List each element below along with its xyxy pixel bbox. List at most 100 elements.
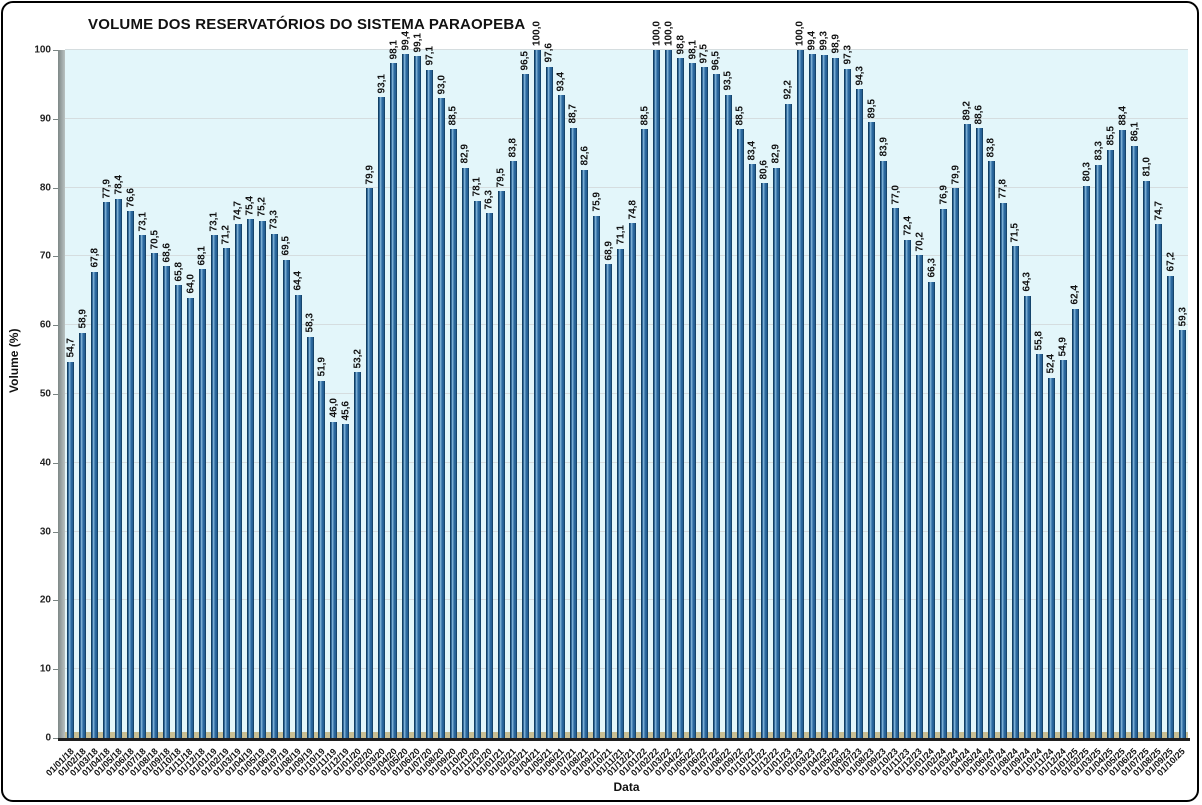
bar-slot: 86,1 bbox=[1129, 50, 1141, 738]
y-axis-wall bbox=[58, 50, 65, 741]
bar-slot: 88,5 bbox=[448, 50, 460, 738]
bar-value-label: 65,8 bbox=[173, 261, 185, 282]
bar-slot: 78,1 bbox=[471, 50, 483, 738]
bar-slot: 88,5 bbox=[639, 50, 651, 738]
bar-value-label: 100,0 bbox=[651, 20, 663, 46]
bar bbox=[115, 198, 123, 738]
gridline bbox=[65, 49, 1188, 50]
bar bbox=[760, 183, 768, 738]
y-tick-mark bbox=[53, 50, 58, 51]
bar bbox=[593, 215, 601, 738]
bar-slot: 78,4 bbox=[113, 50, 125, 738]
bar bbox=[796, 50, 804, 738]
bar-slot: 83,8 bbox=[985, 50, 997, 738]
bar-slot: 77,0 bbox=[890, 50, 902, 738]
bar-slot: 70,5 bbox=[149, 50, 161, 738]
bar-slot: 100,0 bbox=[651, 21, 663, 738]
y-tick-mark bbox=[53, 600, 58, 602]
bar-slot: 74,8 bbox=[627, 50, 639, 738]
bar-value-label: 64,4 bbox=[292, 271, 304, 291]
y-tick-mark bbox=[53, 531, 58, 533]
bar-slot: 71,5 bbox=[1009, 50, 1021, 738]
bar-slot: 79,5 bbox=[495, 50, 507, 738]
gridline bbox=[65, 117, 1188, 119]
bar-slot: 93,1 bbox=[376, 50, 388, 738]
bar bbox=[856, 89, 864, 738]
bar-slot: 62,4 bbox=[1069, 50, 1081, 738]
bar-value-label: 100,0 bbox=[663, 20, 675, 46]
bar-slot: 96,5 bbox=[519, 50, 531, 738]
bar bbox=[390, 63, 398, 738]
bar-slot: 99,4 bbox=[400, 31, 412, 738]
bar-value-label: 93,0 bbox=[436, 74, 448, 95]
bar-value-label: 54,9 bbox=[1057, 336, 1069, 357]
bar-slot: 68,1 bbox=[196, 50, 208, 738]
bar-slot: 98,1 bbox=[388, 40, 400, 738]
bar-value-label: 97,1 bbox=[424, 46, 436, 66]
bar bbox=[928, 281, 936, 738]
bar-value-label: 96,5 bbox=[519, 50, 531, 71]
bar bbox=[521, 74, 529, 738]
bar-value-label: 99,4 bbox=[806, 30, 818, 51]
bar-value-label: 69,5 bbox=[280, 236, 292, 256]
bar-slot: 93,0 bbox=[436, 50, 448, 738]
bar-slot: 75,2 bbox=[256, 50, 268, 738]
bar-value-label: 94,3 bbox=[854, 65, 866, 86]
bar bbox=[1059, 360, 1067, 738]
bar bbox=[210, 235, 218, 738]
bar bbox=[1107, 149, 1115, 738]
bar bbox=[677, 58, 685, 738]
bar-slot: 94,3 bbox=[854, 50, 866, 738]
bar-slot: 45,6 bbox=[340, 50, 352, 738]
y-tick-mark bbox=[53, 256, 58, 258]
bar bbox=[1071, 308, 1079, 738]
bar-value-label: 88,5 bbox=[639, 105, 651, 126]
bar bbox=[258, 220, 266, 738]
bar-slot: 76,3 bbox=[483, 50, 495, 738]
bar bbox=[1047, 377, 1055, 738]
gridline bbox=[65, 599, 1188, 601]
bar bbox=[509, 161, 517, 738]
bar-value-label: 76,6 bbox=[125, 187, 137, 207]
bar bbox=[103, 202, 111, 738]
bar bbox=[999, 202, 1007, 738]
bar-value-label: 70,5 bbox=[149, 229, 161, 249]
bar-slot: 89,2 bbox=[961, 50, 973, 738]
bar-slot: 75,9 bbox=[591, 50, 603, 738]
bar-slot: 73,1 bbox=[208, 50, 220, 738]
bar bbox=[127, 211, 135, 738]
bar-value-label: 88,5 bbox=[447, 105, 459, 126]
bar-slot: 58,9 bbox=[77, 50, 89, 738]
bar-slot: 88,4 bbox=[1117, 50, 1129, 738]
bar-slot: 100,0 bbox=[794, 21, 806, 738]
bar bbox=[963, 124, 971, 738]
bar bbox=[641, 129, 649, 738]
y-tick-label: 10 bbox=[39, 663, 51, 675]
bar-slot: 88,6 bbox=[973, 50, 985, 738]
bar bbox=[987, 161, 995, 738]
bar-value-label: 77,8 bbox=[997, 179, 1009, 199]
y-tick-mark bbox=[53, 118, 58, 120]
bar-value-label: 76,9 bbox=[938, 185, 950, 205]
bar bbox=[402, 54, 410, 738]
bar-value-label: 75,2 bbox=[256, 197, 268, 217]
bar bbox=[700, 67, 708, 738]
bar-slot: 77,8 bbox=[997, 50, 1009, 738]
bar bbox=[1179, 330, 1187, 738]
bar-value-label: 98,8 bbox=[675, 34, 687, 55]
bar-value-label: 83,8 bbox=[985, 138, 997, 158]
bar bbox=[581, 169, 589, 738]
bar-value-label: 59,3 bbox=[1177, 306, 1189, 327]
bar-slot: 92,2 bbox=[782, 50, 794, 738]
gridline bbox=[65, 324, 1188, 326]
bar-value-label: 93,1 bbox=[376, 74, 388, 94]
bar bbox=[139, 235, 147, 738]
y-tick-label: 80 bbox=[39, 182, 51, 194]
bar-value-label: 76,3 bbox=[483, 189, 495, 210]
bar bbox=[569, 127, 577, 738]
y-tick-mark bbox=[53, 394, 58, 395]
x-axis-floor bbox=[65, 732, 1188, 738]
bar-slot: 80,3 bbox=[1081, 50, 1093, 738]
bar bbox=[485, 213, 493, 738]
chart-title: VOLUME DOS RESERVATÓRIOS DO SISTEMA PARA… bbox=[88, 16, 526, 33]
